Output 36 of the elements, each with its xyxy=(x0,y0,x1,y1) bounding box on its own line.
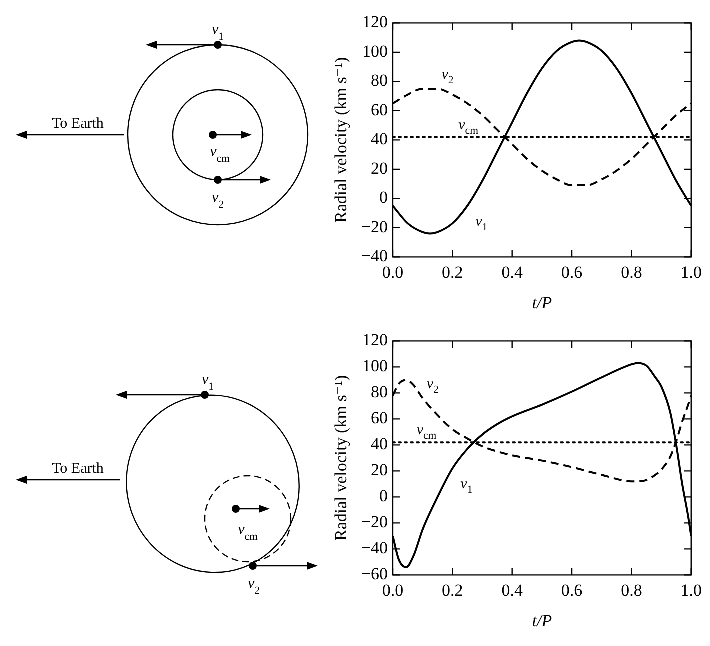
text: To Earth xyxy=(52,116,104,132)
y-tick-label: 100 xyxy=(362,356,388,376)
y-tick-label: 60 xyxy=(370,100,388,120)
y-tick-label: 100 xyxy=(362,42,388,61)
x-tick-label: 0.8 xyxy=(621,262,642,282)
y-axis-title: Radial velocity (km s⁻¹) xyxy=(332,57,351,224)
x-tick-label: 1.0 xyxy=(680,262,702,282)
x-tick-label: 1.0 xyxy=(680,580,702,600)
x-tick-label: 0.2 xyxy=(442,580,464,600)
y-axis-title: Radial velocity (km s⁻¹) xyxy=(332,375,351,542)
x-tick-label: 0.2 xyxy=(442,262,464,282)
y-tick-label: 40 xyxy=(370,434,388,454)
y-tick-label: −20 xyxy=(361,217,388,236)
text: v$_{1}$ xyxy=(202,372,214,393)
x-tick-label: 0.4 xyxy=(502,580,524,600)
x-axis-title: t/P xyxy=(532,293,552,312)
x-axis-title: t/P xyxy=(532,611,552,630)
y-tick-label: 80 xyxy=(370,71,388,90)
y-tick-label: −20 xyxy=(361,512,388,532)
y-tick-label: 60 xyxy=(370,408,388,428)
y-tick-label: −40 xyxy=(361,538,388,558)
y-tick-label: 120 xyxy=(362,330,388,350)
y-tick-label: 40 xyxy=(370,130,388,149)
y-tick-label: 20 xyxy=(370,460,388,480)
x-tick-label: 0.6 xyxy=(561,262,583,282)
y-tick-label: 20 xyxy=(370,158,388,178)
text: To Earth xyxy=(52,461,104,477)
x-tick-label: 0.6 xyxy=(561,580,583,600)
text: v$_{1}$ xyxy=(212,22,224,43)
y-tick-label: 80 xyxy=(370,382,388,402)
text: v$_{2}$ xyxy=(248,576,260,597)
y-tick-label: 0 xyxy=(379,188,388,208)
x-tick-label: 0.8 xyxy=(621,580,642,600)
y-tick-label: 120 xyxy=(362,12,388,32)
x-tick-label: 0.4 xyxy=(502,262,524,282)
y-tick-label: 0 xyxy=(379,486,388,506)
